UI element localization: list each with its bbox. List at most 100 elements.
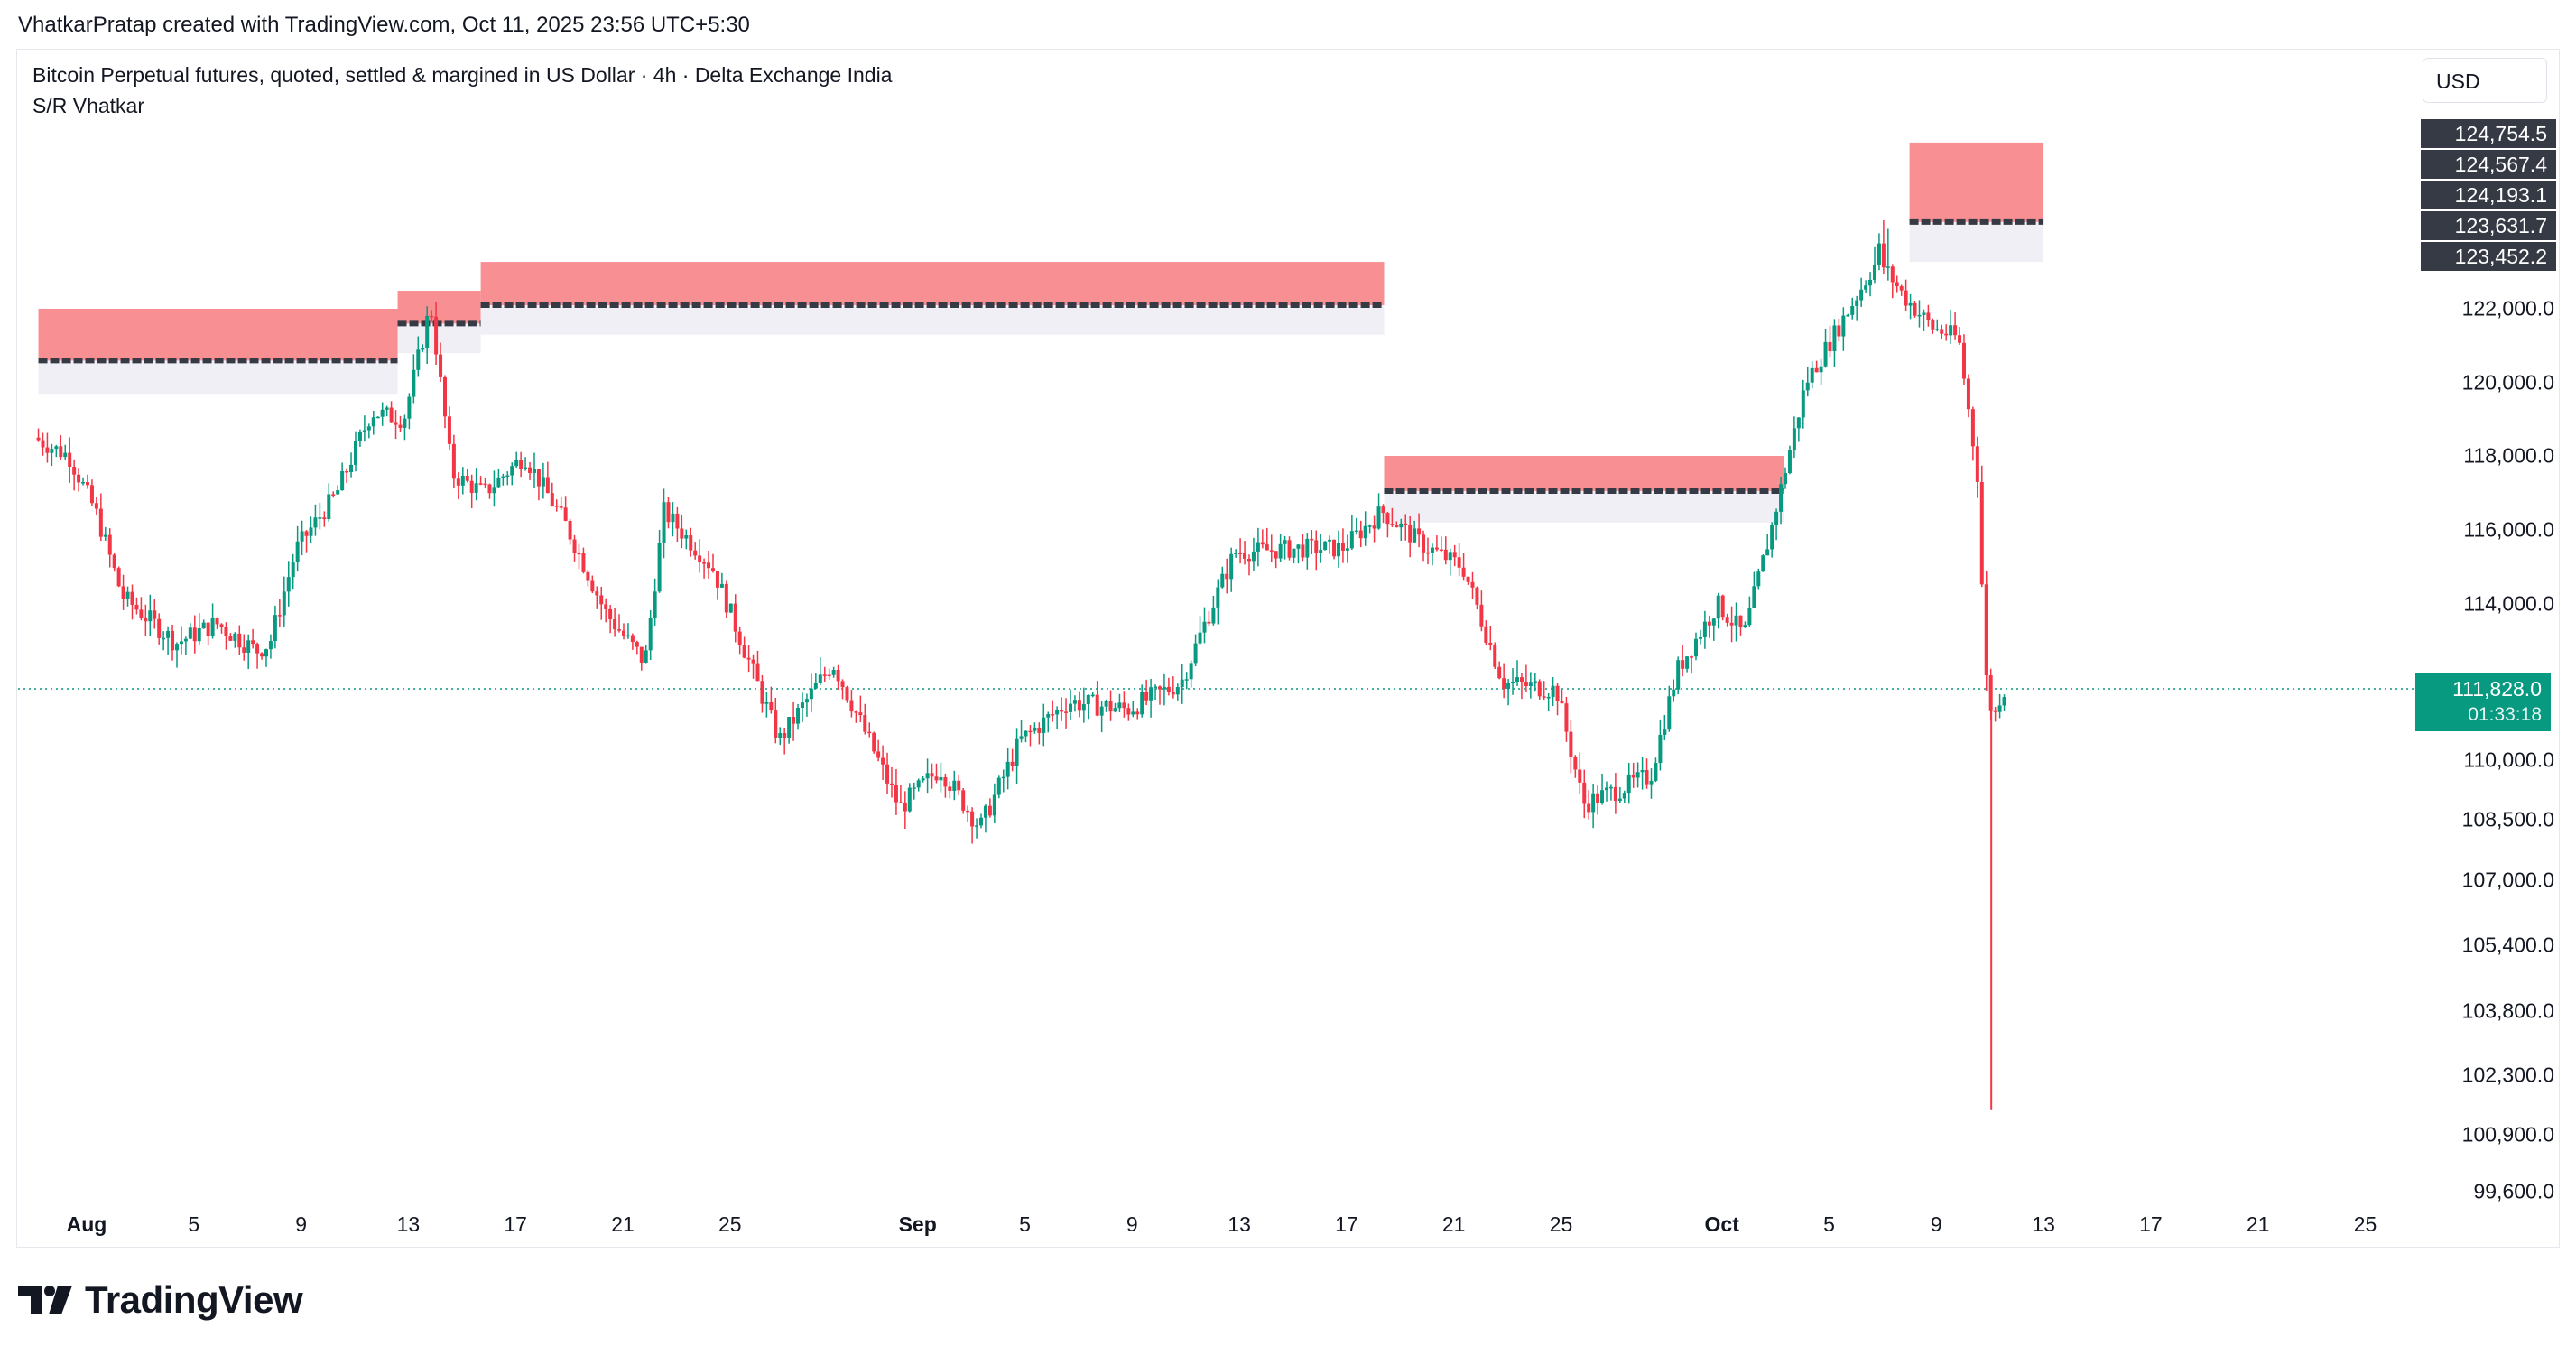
candle-body — [813, 683, 818, 689]
candle — [1578, 752, 1582, 794]
candle-body — [1292, 548, 1296, 558]
candle — [183, 636, 188, 655]
candle-body — [1850, 305, 1855, 315]
candle — [719, 572, 724, 589]
candle — [1122, 691, 1126, 718]
indicator-name[interactable]: S/R Vhatkar — [32, 94, 144, 117]
candle — [1328, 535, 1332, 554]
candle — [1587, 790, 1591, 820]
candle-body — [1506, 683, 1511, 689]
candle-body — [1287, 540, 1292, 558]
candle-body — [251, 640, 255, 645]
candle — [577, 543, 581, 570]
candle-body — [939, 776, 943, 781]
last-price-value: 111,828.0 — [2452, 677, 2542, 701]
candle — [1367, 524, 1372, 534]
candle — [1497, 661, 1502, 680]
candle-body — [1958, 335, 1962, 343]
sr-zone — [38, 309, 398, 361]
candle — [357, 429, 362, 447]
candle-body — [1573, 757, 1578, 770]
candle — [447, 406, 451, 450]
candle — [987, 798, 992, 818]
candle — [1502, 663, 1506, 699]
candle-body — [822, 674, 827, 676]
candle — [375, 416, 380, 419]
candle — [1864, 280, 1868, 293]
candle — [1010, 748, 1015, 772]
candle-body — [1135, 711, 1140, 715]
candle-body — [268, 641, 273, 650]
candle — [1814, 360, 1819, 373]
candle-body — [1899, 286, 1904, 291]
candle — [322, 511, 327, 527]
chart-credit: VhatkarPratap created with TradingView.c… — [18, 13, 750, 37]
candle — [639, 646, 644, 671]
candle — [1720, 594, 1725, 621]
candle-body — [1961, 342, 1966, 379]
candle — [50, 443, 54, 467]
candle — [1966, 374, 1970, 418]
candle-body — [98, 508, 103, 537]
candle-body — [881, 757, 885, 765]
candle — [996, 775, 1001, 799]
x-tick-label: Oct — [1704, 1212, 1739, 1236]
candle — [1274, 551, 1278, 569]
candle-body — [617, 629, 622, 631]
candle-body — [63, 452, 68, 458]
candle-body — [451, 443, 456, 479]
candle — [1511, 668, 1515, 695]
candle — [1904, 279, 1908, 312]
candle-body — [1166, 686, 1171, 692]
sr-level-tag: 124,567.4 — [2421, 150, 2556, 179]
candle — [644, 645, 648, 664]
candle — [1046, 711, 1051, 733]
candle-body — [554, 506, 559, 507]
candle — [380, 402, 385, 426]
candle — [421, 344, 425, 352]
candle — [94, 497, 98, 515]
candle-body — [1895, 282, 1899, 287]
candle — [693, 542, 698, 560]
candle-body — [1698, 636, 1702, 639]
candle — [621, 623, 625, 640]
candle — [532, 452, 536, 488]
candle — [737, 627, 742, 655]
x-tick-label: 25 — [718, 1212, 742, 1236]
candle-body — [210, 618, 215, 636]
candle-body — [1033, 727, 1037, 731]
candle — [1707, 615, 1711, 638]
candle-body — [246, 640, 251, 653]
candle — [318, 502, 322, 530]
candle — [1404, 514, 1408, 541]
candle-body — [206, 622, 210, 636]
candle-body — [854, 711, 858, 713]
candle-body — [916, 780, 921, 788]
candle-body — [1940, 329, 1944, 334]
candle — [174, 642, 179, 668]
candle — [1810, 361, 1814, 389]
candle — [1354, 517, 1358, 535]
candle-body — [978, 817, 983, 826]
candle — [1935, 319, 1940, 332]
candle-body — [1051, 714, 1055, 716]
candle-body — [921, 778, 925, 781]
candle-body — [300, 531, 304, 542]
candle-body — [1376, 506, 1381, 529]
candle-body — [273, 615, 277, 642]
candle — [1702, 610, 1707, 649]
currency-button[interactable]: USD — [2423, 58, 2547, 103]
tradingview-logo[interactable]: TradingView — [18, 1278, 303, 1322]
sr-zone — [1909, 142, 2044, 222]
candle-body — [166, 630, 171, 638]
candle-body — [242, 647, 246, 653]
candle-body — [183, 638, 188, 642]
sr-level-tag: 123,452.2 — [2421, 242, 2556, 271]
candle-body — [563, 507, 568, 521]
candle — [255, 642, 260, 669]
candle — [1667, 685, 1672, 732]
x-tick-label: 13 — [2032, 1212, 2055, 1236]
candle-body — [1819, 366, 1823, 373]
candle — [666, 497, 671, 529]
